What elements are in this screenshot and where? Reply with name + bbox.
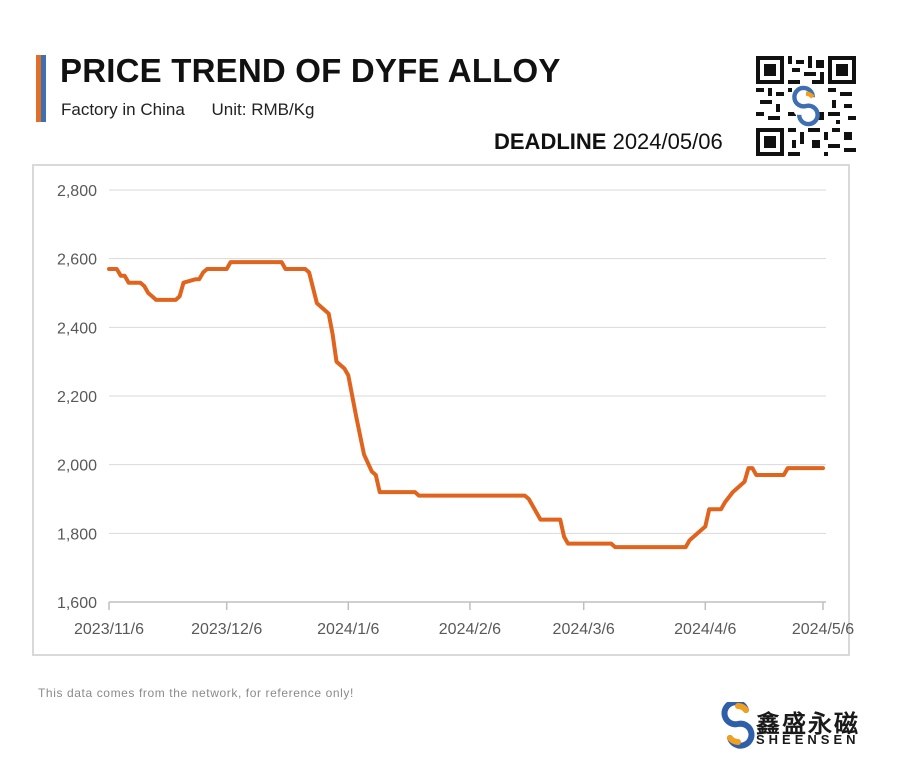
x-tick-label: 2024/2/6 [439,621,501,638]
disclaimer-text: This data comes from the network, for re… [38,686,354,700]
y-tick-label: 1,800 [57,526,97,543]
qr-code-icon [756,56,856,156]
y-tick-label: 2,400 [57,320,97,337]
chart-frame [32,164,850,656]
y-tick-label: 2,000 [57,458,97,475]
x-tick-label: 2024/4/6 [674,621,736,638]
subtitle-location: Factory in China [61,100,185,119]
x-tick-label: 2023/11/6 [74,621,144,638]
subtitle-unit: Unit: RMB/Kg [211,100,315,119]
sheensen-logo-icon [721,702,755,749]
chart-subtitle: Factory in China Unit: RMB/Kg [61,100,337,120]
x-tick-label: 2023/12/6 [191,621,262,638]
deadline-label: DEADLINE [494,129,607,154]
y-tick-label: 1,600 [57,595,97,612]
chart-title: PRICE TREND OF DYFE ALLOY [60,52,561,89]
x-tick-label: 2024/5/6 [792,621,854,638]
deadline: DEADLINE 2024/05/06 [494,129,723,155]
y-tick-label: 2,800 [57,183,97,200]
x-tick-label: 2024/1/6 [317,621,379,638]
deadline-date: 2024/05/06 [612,129,723,154]
title-accent-bar [36,55,46,122]
y-tick-label: 2,600 [57,252,97,269]
brand-name-en: SHEENSEN [756,732,860,747]
y-tick-label: 2,200 [57,389,97,406]
price-series-line [107,260,825,550]
brand-name-cn: 鑫盛永磁 [756,710,860,738]
x-tick-label: 2024/3/6 [553,621,615,638]
